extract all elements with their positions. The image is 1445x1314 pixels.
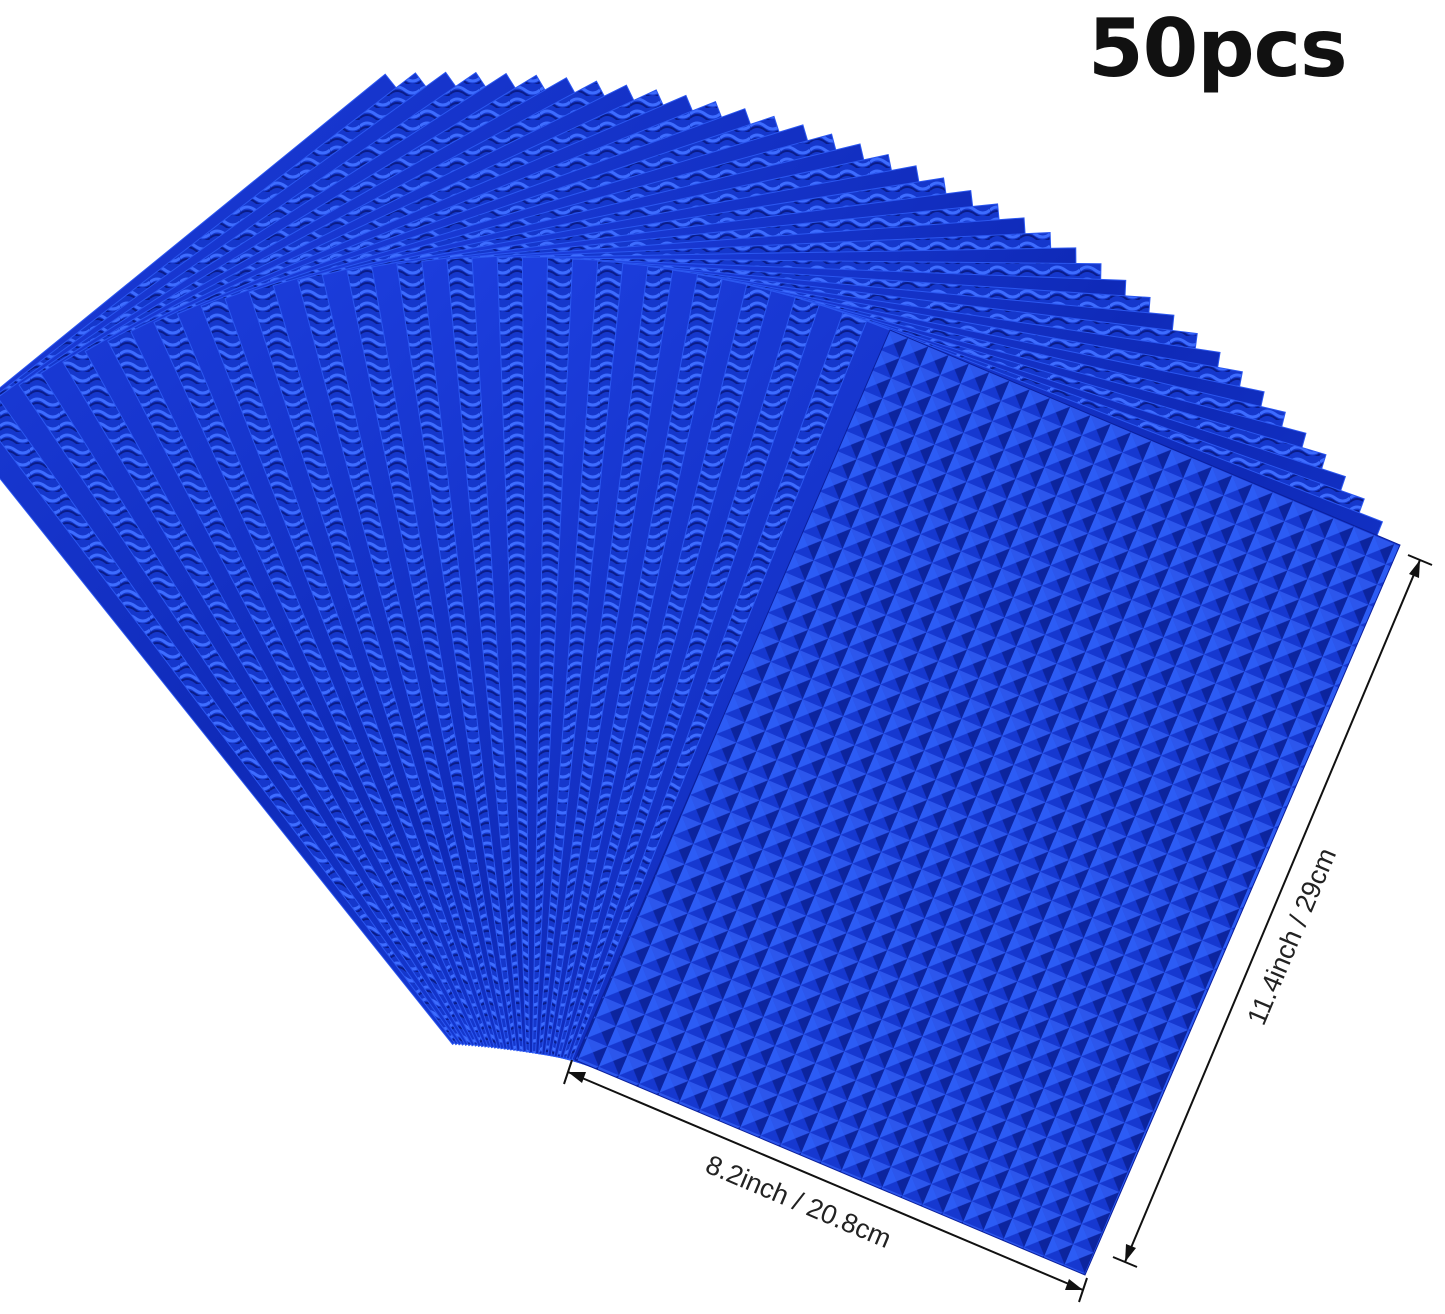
height-arrow <box>1124 559 1421 1263</box>
width-arrow <box>567 1071 1084 1291</box>
quantity-label: 50pcs <box>1088 2 1348 95</box>
front-sheet <box>574 329 1401 1276</box>
